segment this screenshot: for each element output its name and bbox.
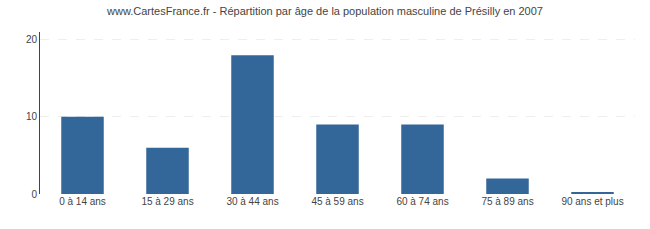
svg-text:30 à 44 ans: 30 à 44 ans [226,196,278,207]
svg-text:0 à 14 ans: 0 à 14 ans [59,196,106,207]
svg-text:www.CartesFrance.fr - Répartit: www.CartesFrance.fr - Répartition par âg… [106,5,543,17]
svg-text:10: 10 [26,111,38,122]
svg-text:90 ans et plus: 90 ans et plus [561,196,623,207]
svg-text:20: 20 [26,34,38,45]
svg-text:45 à 59 ans: 45 à 59 ans [311,196,363,207]
svg-text:0: 0 [31,189,37,200]
svg-text:75 à 89 ans: 75 à 89 ans [481,196,533,207]
svg-text:60 à 74 ans: 60 à 74 ans [396,196,448,207]
svg-text:15 à 29 ans: 15 à 29 ans [141,196,193,207]
